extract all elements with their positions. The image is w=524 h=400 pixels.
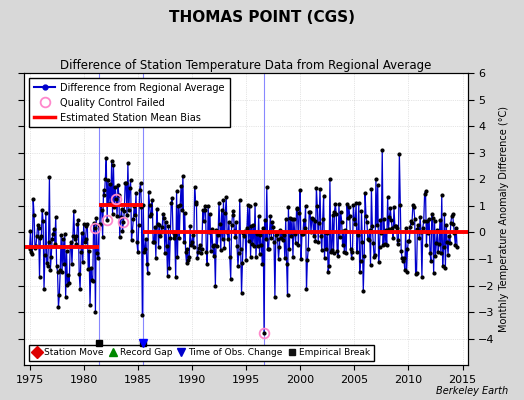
Legend: Station Move, Record Gap, Time of Obs. Change, Empirical Break: Station Move, Record Gap, Time of Obs. C… <box>29 344 374 361</box>
Title: Difference of Station Temperature Data from Regional Average: Difference of Station Temperature Data f… <box>60 59 432 72</box>
Y-axis label: Monthly Temperature Anomaly Difference (°C): Monthly Temperature Anomaly Difference (… <box>499 106 509 332</box>
Text: Berkeley Earth: Berkeley Earth <box>436 386 508 396</box>
Text: THOMAS POINT (CGS): THOMAS POINT (CGS) <box>169 10 355 25</box>
